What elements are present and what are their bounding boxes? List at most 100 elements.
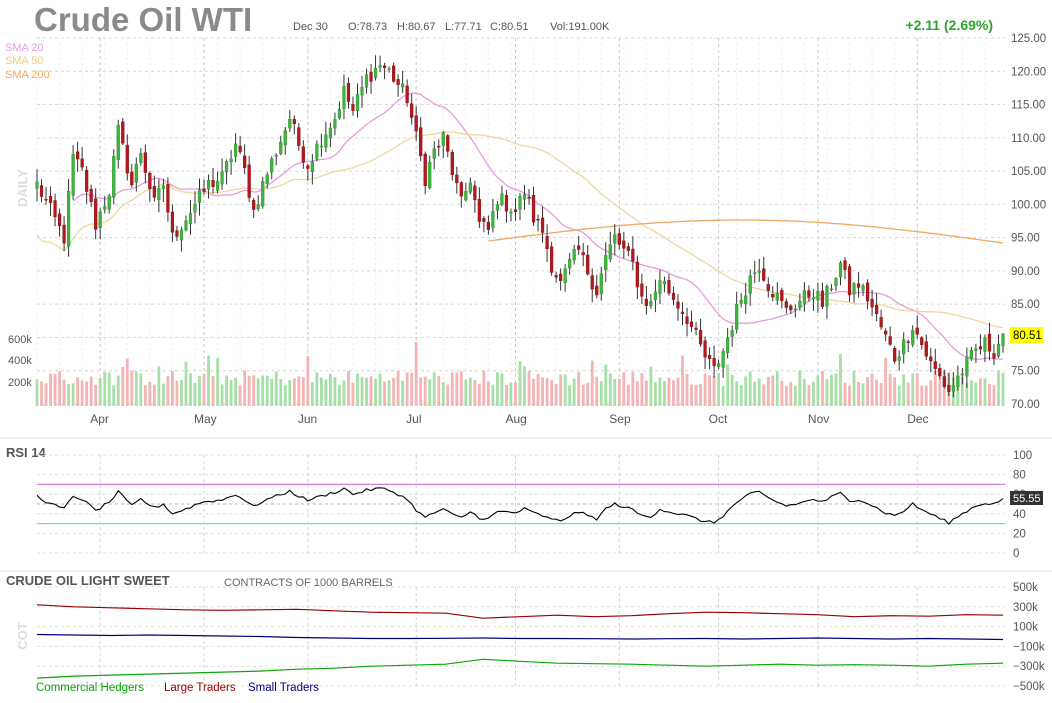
volume-bar	[80, 380, 84, 406]
volume-bar	[884, 358, 888, 406]
volume-bar	[897, 385, 901, 406]
candle-body	[617, 233, 621, 245]
header-volume: Vol:191.00K	[550, 21, 610, 33]
candle-body	[121, 121, 125, 144]
volume-bar	[441, 382, 445, 406]
candle-body	[500, 193, 504, 205]
candle-body	[419, 127, 423, 157]
candle-body	[527, 196, 531, 199]
rsi-last-tag: 55.55	[1010, 491, 1043, 505]
candle-body	[960, 373, 964, 376]
volume-bar	[401, 380, 405, 406]
volume-bar	[496, 372, 499, 406]
volume-bar	[708, 375, 711, 406]
candle-body	[464, 190, 468, 201]
volume-bar	[171, 370, 174, 406]
volume-bar	[644, 380, 648, 406]
volume-bar	[775, 371, 779, 406]
volume-bar	[351, 382, 355, 406]
volume-bar	[166, 376, 170, 406]
volume-bar	[902, 374, 906, 406]
candle-body	[224, 161, 229, 173]
volume-bar	[446, 384, 450, 406]
volume-bar	[1001, 372, 1005, 406]
volume-bar	[505, 384, 508, 406]
volume-bar	[297, 376, 301, 406]
candle-body	[671, 292, 676, 300]
candle-body	[865, 282, 870, 302]
volume-bar	[613, 379, 617, 406]
volume-bar	[405, 372, 409, 406]
candle-body	[522, 194, 527, 200]
volume-bar	[432, 372, 436, 406]
candle-body	[707, 354, 712, 359]
price-tick-label: 70.00	[1011, 399, 1040, 411]
candle-body	[662, 280, 667, 285]
candle-body	[324, 134, 328, 148]
volume-bar	[387, 380, 391, 406]
candle-body	[211, 180, 215, 187]
candle-body	[658, 280, 662, 294]
volume-bar	[997, 370, 1000, 406]
candle-body	[48, 196, 53, 203]
candle-body	[247, 164, 251, 198]
cot-legend-commercial: Commercial Hedgers	[36, 682, 144, 694]
volume-bar	[640, 373, 644, 406]
rsi-title: RSI 14	[6, 445, 47, 460]
candle-body	[197, 189, 202, 203]
volume-bar	[825, 379, 829, 406]
candle-body	[98, 211, 102, 229]
candle-body	[360, 86, 364, 96]
candle-body	[288, 119, 292, 129]
volume-bar	[103, 371, 107, 406]
cot-tick-label: −500k	[1013, 681, 1045, 693]
volume-bar	[319, 377, 323, 406]
candle-body	[572, 249, 576, 261]
candle-body	[256, 204, 260, 210]
price-tick-label: 115.00	[1011, 100, 1045, 112]
volume-bars	[35, 342, 1005, 406]
candle-body	[947, 385, 951, 392]
candle-body	[76, 151, 80, 160]
volume-bar	[116, 375, 120, 406]
candle-body	[933, 361, 937, 369]
candle-body	[762, 268, 766, 281]
candle-body	[834, 278, 838, 286]
volume-bar	[988, 383, 991, 406]
volume-bar	[992, 385, 996, 406]
volume-bar	[274, 371, 278, 406]
candle-body	[784, 301, 788, 308]
volume-bar	[816, 375, 820, 406]
volume-bar	[586, 382, 590, 406]
cot-tick-label: 500k	[1013, 582, 1038, 594]
price-tick-label: 120.00	[1011, 66, 1046, 78]
candle-body	[820, 290, 825, 307]
month-tick-label: Nov	[808, 412, 829, 426]
volume-bar	[243, 370, 247, 406]
cot-axis: 500k 300k 100k −100k −300k −500k	[1013, 582, 1045, 693]
volume-bar	[870, 373, 874, 406]
volume-bar	[134, 371, 138, 406]
volume-bar	[821, 370, 824, 406]
candle-body	[193, 204, 197, 213]
volume-bar	[938, 378, 942, 406]
volume-bar	[956, 378, 960, 406]
month-axis: Apr May Jun Jul Aug Sep Oct Nov Dec	[90, 412, 928, 426]
candle-body	[405, 85, 409, 104]
sma-lines	[36, 92, 1004, 361]
volume-bar	[288, 380, 292, 406]
candle-body	[545, 236, 549, 249]
candle-body	[920, 337, 924, 345]
candle-body	[929, 356, 933, 361]
candle-body	[423, 153, 427, 187]
candle-body	[107, 195, 111, 210]
volume-bar	[419, 377, 423, 406]
candle-body	[554, 274, 558, 278]
candle-body	[730, 330, 734, 337]
month-tick-label: Oct	[709, 412, 728, 426]
candle-body	[689, 321, 694, 327]
volume-bar	[717, 373, 721, 406]
volume-bar	[626, 384, 630, 406]
volume-tick-label: 400k	[8, 355, 32, 367]
candle-body	[793, 308, 797, 311]
